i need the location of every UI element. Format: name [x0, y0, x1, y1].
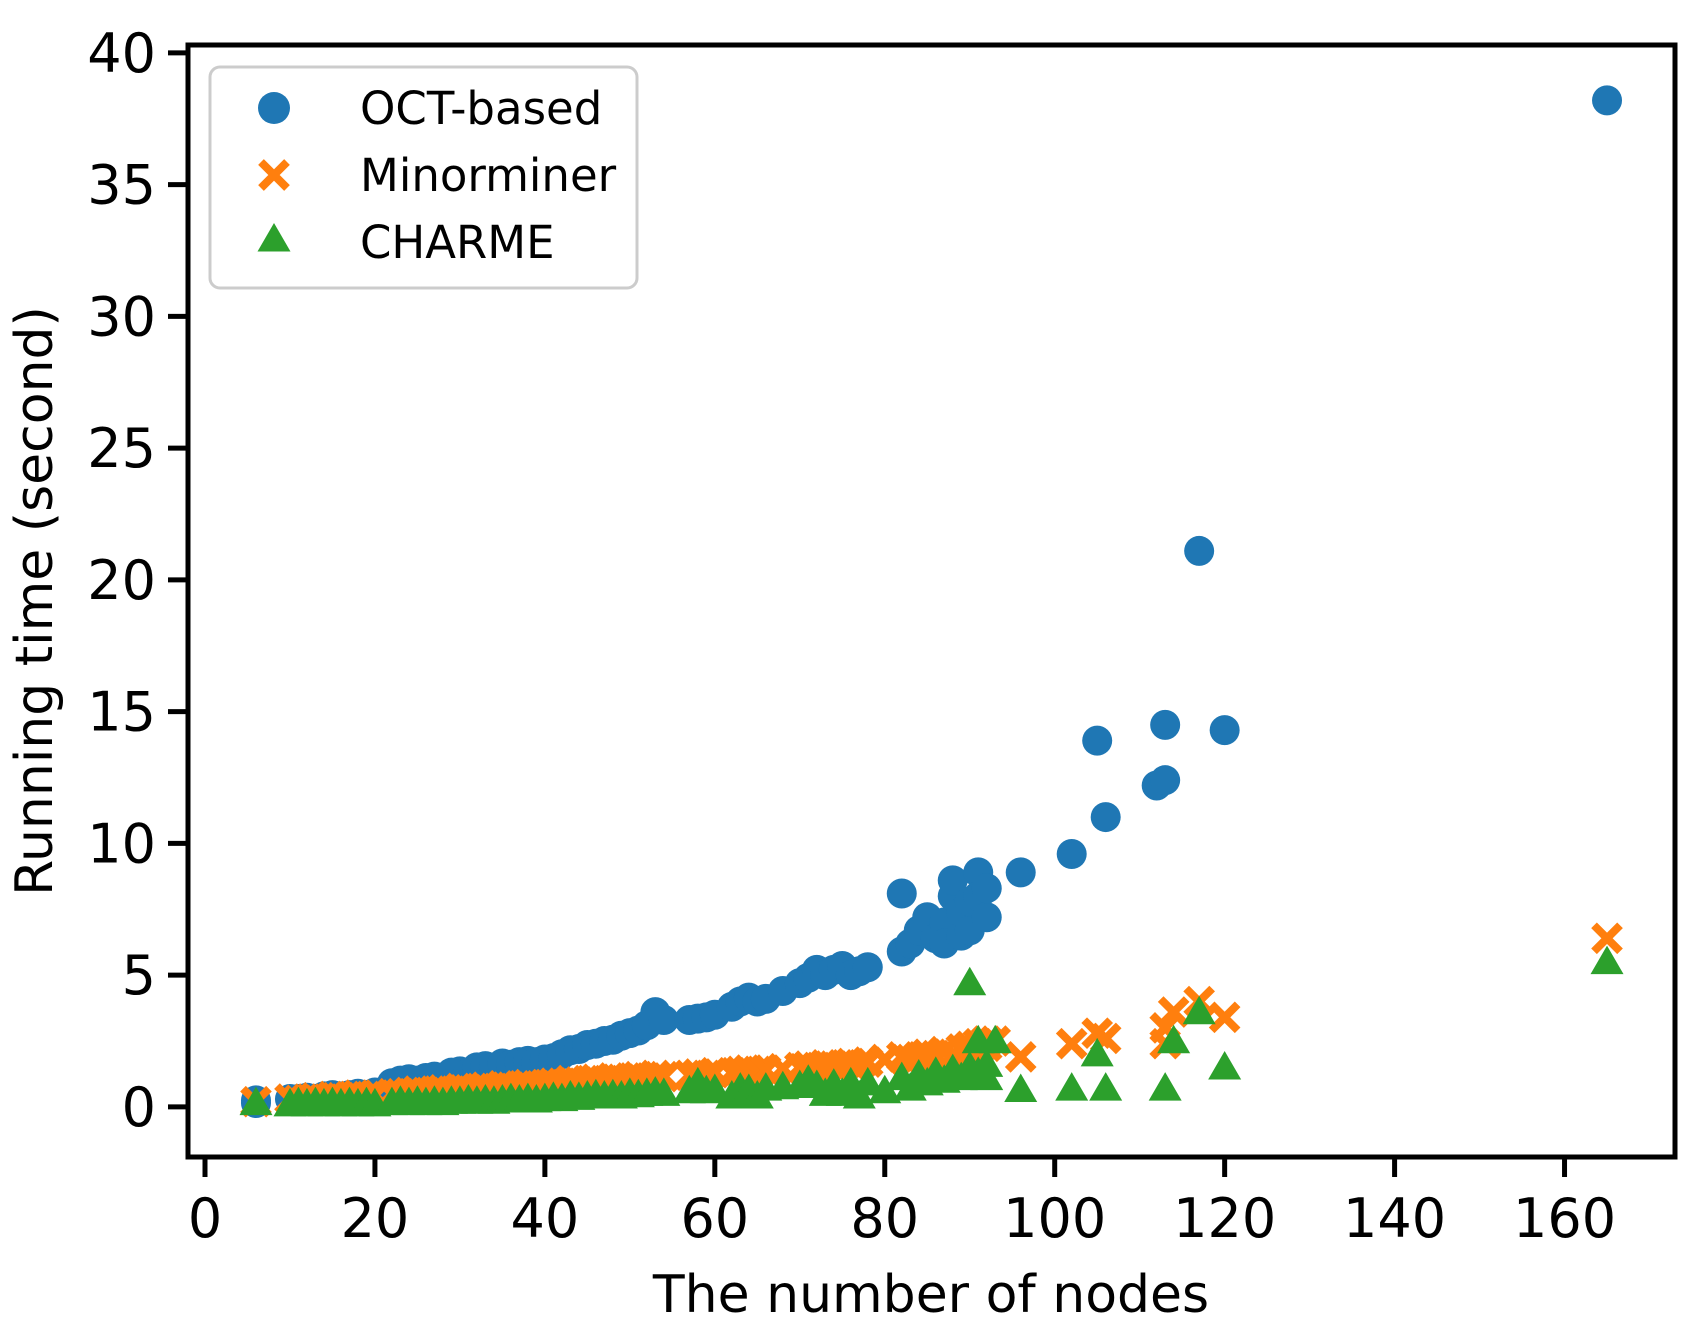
legend: OCT-based Minorminer CHARME: [208, 65, 639, 290]
legend-label-charme: CHARME: [360, 216, 555, 269]
y-tick-label: 40: [87, 22, 156, 85]
y-tick-label: 30: [87, 285, 156, 348]
y-tick-label: 25: [87, 417, 156, 480]
y-tick-label: 0: [122, 1076, 156, 1139]
y-tick-label: 5: [122, 944, 156, 1007]
legend-item-oct-based: OCT-based: [258, 82, 602, 135]
charme-triangle-marker-icon: [257, 223, 291, 252]
minorminer-x-marker-icon: [258, 159, 290, 191]
x-tick-label: 160: [1513, 1187, 1616, 1250]
oct-based-circle-marker-icon: [258, 92, 290, 124]
x-axis-ticks: 0 20 40 60 80 100 120 140 160: [188, 1157, 1616, 1250]
y-axis-ticks: 0 5 10 15 20 25 30 35 40: [87, 22, 188, 1139]
x-tick-label: 140: [1343, 1187, 1446, 1250]
y-tick-label: 10: [87, 812, 156, 875]
x-tick-label: 0: [188, 1187, 222, 1250]
x-axis-label: The number of nodes: [652, 1265, 1209, 1325]
legend-item-charme: CHARME: [257, 216, 555, 269]
x-tick-label: 20: [341, 1187, 410, 1250]
x-tick-label: 80: [850, 1187, 919, 1250]
plot-area-border: [185, 42, 1678, 1160]
y-tick-label: 20: [87, 549, 156, 612]
data-points-layer: [239, 85, 1624, 1118]
legend-label-oct-based: OCT-based: [360, 82, 602, 135]
x-tick-label: 40: [511, 1187, 580, 1250]
y-tick-label: 35: [87, 154, 156, 217]
legend-label-minorminer: Minorminer: [360, 149, 617, 202]
x-tick-label: 120: [1173, 1187, 1276, 1250]
x-tick-label: 60: [680, 1187, 749, 1250]
legend-item-minorminer: Minorminer: [258, 149, 617, 202]
y-axis-label: Running time (second): [5, 306, 65, 896]
series-charme-points: [239, 945, 1624, 1117]
y-tick-label: 15: [87, 681, 156, 744]
x-tick-label: 100: [1003, 1187, 1106, 1250]
legend-box: [208, 65, 639, 290]
